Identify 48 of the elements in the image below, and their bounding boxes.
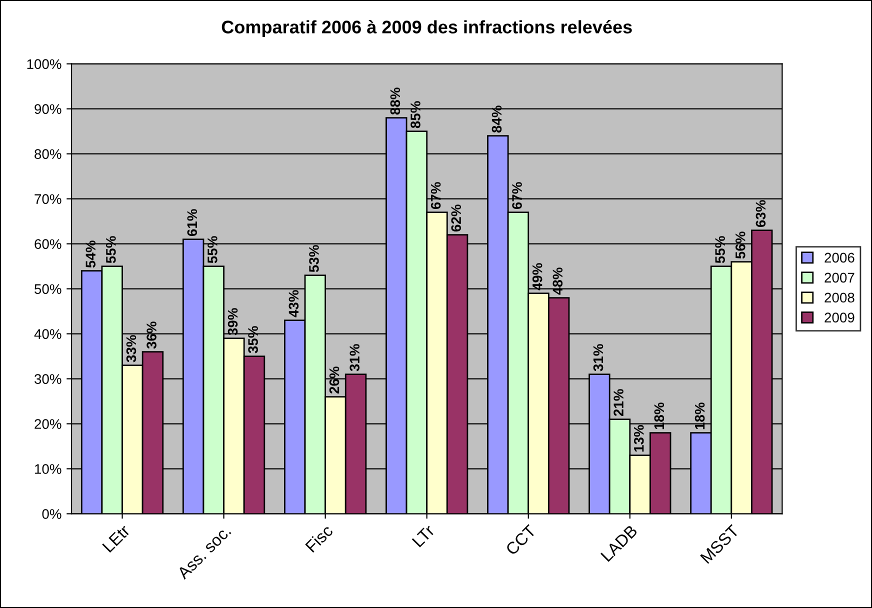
legend-label: 2006 (824, 252, 854, 263)
data-label: 36% (146, 322, 156, 349)
data-label: 55% (715, 236, 725, 264)
data-label: 84% (492, 106, 502, 133)
legend-label: 2008 (824, 292, 854, 303)
x-tick-label: Fisc (304, 524, 334, 553)
data-label: 31% (350, 344, 360, 372)
data-label: 55% (208, 236, 218, 264)
data-label: 39% (228, 308, 238, 336)
legend-label: 2009 (824, 312, 854, 323)
y-tick-label: 80% (34, 149, 62, 159)
data-label: 48% (552, 268, 563, 295)
data-label: 55% (106, 236, 116, 264)
data-label: 31% (593, 344, 604, 372)
y-tick-label: 70% (34, 194, 62, 204)
data-label: 67% (430, 182, 441, 210)
y-tick-label: 20% (34, 419, 62, 429)
data-label: 53% (309, 245, 319, 272)
data-label: 35% (248, 326, 258, 354)
data-label: 13% (634, 425, 644, 452)
data-label: 63% (756, 200, 766, 228)
data-label: 21% (614, 389, 624, 416)
x-tick-label: LEtr (102, 524, 131, 553)
data-label: 61% (187, 209, 198, 236)
data-label: 85% (410, 101, 420, 128)
legend-label: 2007 (824, 272, 854, 283)
y-tick-label: 100% (27, 59, 62, 70)
data-label: 18% (694, 402, 705, 430)
data-label: 43% (288, 290, 299, 318)
data-label: 18% (654, 402, 664, 430)
y-tick-label: 40% (34, 329, 62, 339)
y-tick-label: 30% (34, 374, 62, 384)
x-tick-label: Ass. soc. (176, 524, 232, 580)
y-tick-label: 60% (34, 239, 62, 249)
data-label: 56% (735, 232, 746, 259)
data-label: 26% (329, 366, 340, 394)
data-label: 88% (390, 88, 400, 115)
y-tick-label: 50% (34, 284, 62, 294)
y-tick-label: 10% (35, 464, 62, 474)
data-label: 33% (126, 335, 136, 362)
data-label: 67% (512, 182, 522, 210)
y-tick-label: 90% (34, 104, 62, 114)
y-tick-label: 0% (42, 509, 62, 519)
data-label: 62% (451, 204, 462, 232)
data-label: 49% (532, 263, 542, 290)
chart-title: Comparatif 2006 à 2009 des infractions relevées (222, 20, 632, 38)
data-label: 54% (86, 240, 96, 268)
x-tick-label: LTr (412, 524, 436, 548)
